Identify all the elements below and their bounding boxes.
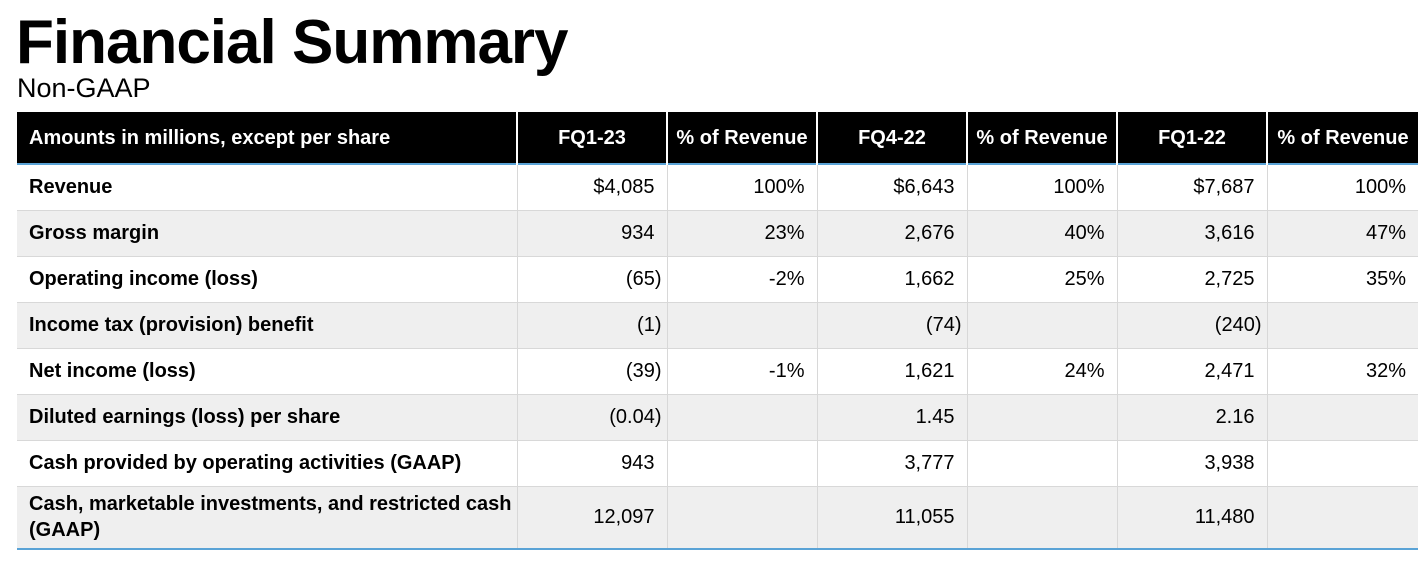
column-header-fq4-22: FQ4-22 bbox=[816, 112, 967, 164]
row-label: Gross margin bbox=[29, 222, 160, 244]
cell-fq1-23: $4,085 bbox=[516, 164, 667, 210]
row-label: Revenue bbox=[29, 176, 113, 199]
cell-fq4-22-pct bbox=[966, 486, 1117, 549]
column-header-fq1-23-pct: % of Revenue bbox=[666, 112, 817, 164]
table-row: Revenue $4,085 100% $6,643 100% $7,687 1… bbox=[17, 164, 1418, 210]
table-row: Cash provided by operating activities (G… bbox=[17, 440, 1418, 486]
cell-fq4-22: 3,777 bbox=[816, 440, 967, 486]
cell-fq1-23-pct: 23% bbox=[666, 210, 817, 256]
cell-fq4-22-pct: 24% bbox=[966, 348, 1117, 394]
cell-fq1-23-pct: -1% bbox=[666, 348, 817, 394]
table-row: Cash, marketable investments, and restri… bbox=[17, 486, 1418, 549]
column-header-fq1-22: FQ1-22 bbox=[1116, 112, 1267, 164]
cell-fq1-22-pct: 32% bbox=[1266, 348, 1418, 394]
cell-fq1-23-pct bbox=[666, 440, 817, 486]
cell-fq4-22-pct bbox=[966, 394, 1117, 440]
cell-fq1-22-pct: 100% bbox=[1266, 164, 1418, 210]
table-row: Gross margin 934 23% 2,676 40% 3,616 47% bbox=[17, 210, 1418, 256]
cell-fq4-22: 1.45 bbox=[816, 394, 967, 440]
cell-fq4-22: $6,643 bbox=[816, 164, 967, 210]
table-row: Net income (loss) (39) -1% 1,621 24% 2,4… bbox=[17, 348, 1418, 394]
cell-fq4-22: 1,621 bbox=[816, 348, 967, 394]
cell-fq1-22: (240) bbox=[1116, 302, 1267, 348]
row-label: Cash, marketable investments, and restri… bbox=[29, 493, 512, 542]
column-header-description: Amounts in millions, except per share bbox=[29, 126, 391, 149]
cell-fq1-22-pct bbox=[1266, 394, 1418, 440]
row-label: Income tax (provision) benefit bbox=[29, 314, 314, 336]
cell-fq4-22-pct bbox=[966, 302, 1117, 348]
cell-fq1-22: 3,616 bbox=[1116, 210, 1267, 256]
cell-fq1-23-pct: -2% bbox=[666, 256, 817, 302]
cell-fq1-23: 934 bbox=[516, 210, 667, 256]
row-label: Net income (loss) bbox=[29, 360, 196, 382]
cell-fq1-23-pct bbox=[666, 486, 817, 549]
cell-fq4-22: 2,676 bbox=[816, 210, 967, 256]
row-label: Cash provided by operating activities (G… bbox=[29, 452, 462, 474]
cell-fq1-23: 943 bbox=[516, 440, 667, 486]
row-label: Operating income (loss) bbox=[29, 268, 258, 290]
cell-fq1-22-pct: 35% bbox=[1266, 256, 1418, 302]
row-label: Diluted earnings (loss) per share bbox=[29, 406, 341, 428]
cell-fq4-22: 1,662 bbox=[816, 256, 967, 302]
cell-fq1-22-pct bbox=[1266, 486, 1418, 549]
table-row: Operating income (loss) (65) -2% 1,662 2… bbox=[17, 256, 1418, 302]
column-header-fq1-22-pct: % of Revenue bbox=[1266, 112, 1418, 164]
cell-fq1-23: (39) bbox=[516, 348, 667, 394]
page-subtitle: Non-GAAP bbox=[17, 73, 151, 103]
cell-fq1-22: 2.16 bbox=[1116, 394, 1267, 440]
cell-fq1-23: (1) bbox=[516, 302, 667, 348]
cell-fq4-22: (74) bbox=[816, 302, 967, 348]
column-header-fq4-22-pct: % of Revenue bbox=[966, 112, 1117, 164]
page-title: Financial Summary bbox=[16, 8, 569, 77]
cell-fq1-22: 2,471 bbox=[1116, 348, 1267, 394]
financial-summary-table: Amounts in millions, except per share FQ… bbox=[17, 112, 1418, 550]
cell-fq1-22-pct: 47% bbox=[1266, 210, 1418, 256]
cell-fq4-22-pct bbox=[966, 440, 1117, 486]
cell-fq1-23: (0.04) bbox=[516, 394, 667, 440]
column-header-fq1-23: FQ1-23 bbox=[516, 112, 667, 164]
cell-fq1-22: $7,687 bbox=[1116, 164, 1267, 210]
cell-fq1-22-pct bbox=[1266, 440, 1418, 486]
cell-fq1-23-pct bbox=[666, 394, 817, 440]
cell-fq1-22: 11,480 bbox=[1116, 486, 1267, 549]
cell-fq1-23: (65) bbox=[516, 256, 667, 302]
cell-fq1-23-pct: 100% bbox=[666, 164, 817, 210]
cell-fq4-22: 11,055 bbox=[816, 486, 967, 549]
cell-fq1-22: 3,938 bbox=[1116, 440, 1267, 486]
cell-fq1-23-pct bbox=[666, 302, 817, 348]
cell-fq1-23: 12,097 bbox=[516, 486, 667, 549]
table-row: Diluted earnings (loss) per share (0.04)… bbox=[17, 394, 1418, 440]
cell-fq4-22-pct: 100% bbox=[966, 164, 1117, 210]
cell-fq1-22-pct bbox=[1266, 302, 1418, 348]
table-header-row: Amounts in millions, except per share FQ… bbox=[17, 112, 1418, 164]
cell-fq4-22-pct: 40% bbox=[966, 210, 1117, 256]
table-row: Income tax (provision) benefit (1) (74) … bbox=[17, 302, 1418, 348]
cell-fq4-22-pct: 25% bbox=[966, 256, 1117, 302]
cell-fq1-22: 2,725 bbox=[1116, 256, 1267, 302]
